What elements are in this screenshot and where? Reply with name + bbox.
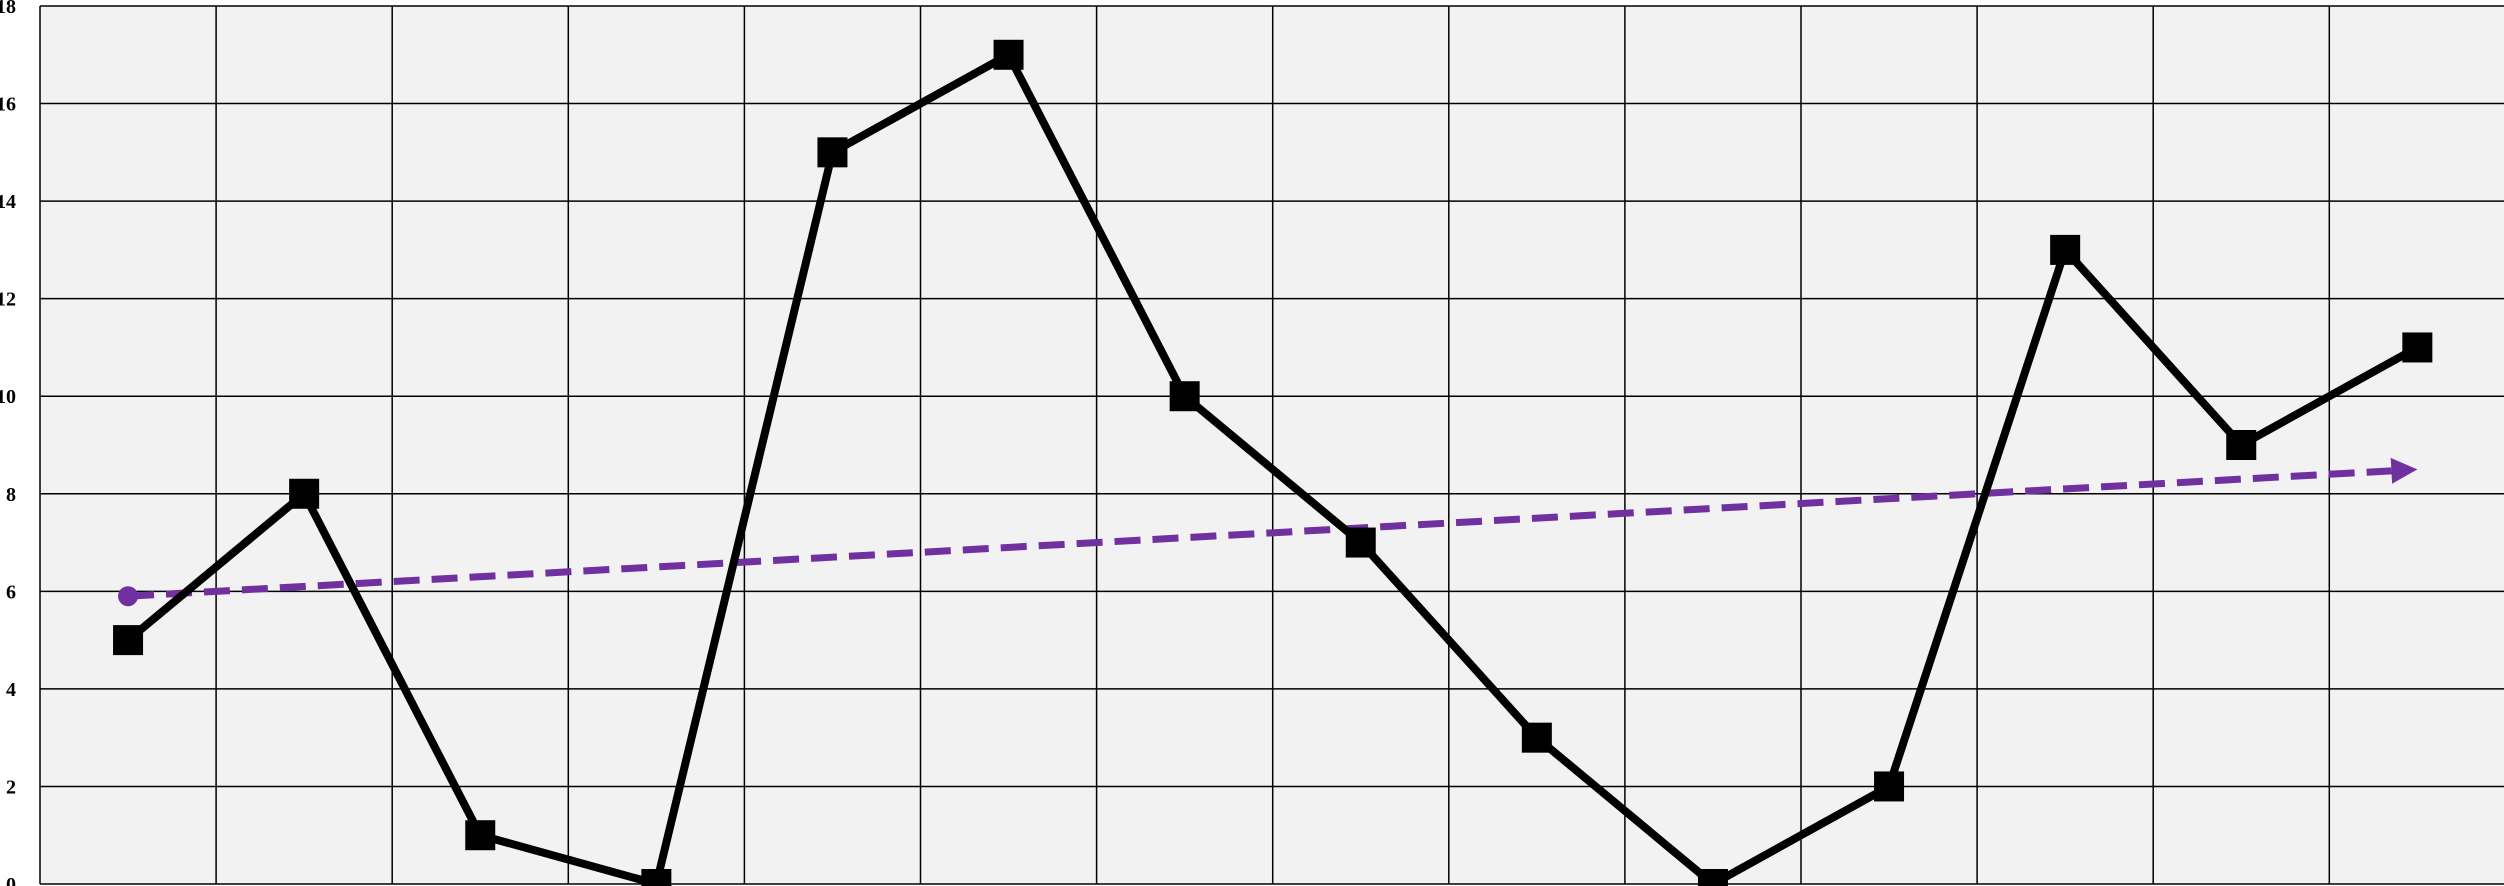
y-tick-label: 16 xyxy=(0,94,16,116)
grid xyxy=(39,5,2504,885)
data-point-marker xyxy=(817,137,848,168)
y-tick-label: 18 xyxy=(0,0,16,18)
data-point-marker xyxy=(2402,332,2433,363)
data-point-marker xyxy=(289,478,320,509)
data-point-marker xyxy=(993,39,1024,70)
data-point-marker xyxy=(1345,527,1376,558)
data-point-marker xyxy=(2226,430,2257,460)
data-point-marker xyxy=(465,820,496,851)
data-point-marker xyxy=(113,625,144,656)
series-group xyxy=(113,39,2433,886)
data-point-marker xyxy=(1697,869,1728,886)
y-tick-label: 2 xyxy=(6,776,16,798)
y-tick-label: 8 xyxy=(6,484,16,506)
data-point-marker xyxy=(1521,722,1552,753)
trend-arrow xyxy=(118,457,2418,607)
y-tick-label: 0 xyxy=(6,874,16,886)
series-line xyxy=(125,50,2420,886)
trend-start-marker xyxy=(118,586,139,607)
y-axis-tick-labels: 0 2 4 6 8 10 12 14 16 18 xyxy=(0,0,16,886)
y-tick-label: 4 xyxy=(6,679,16,701)
data-point-marker xyxy=(1874,771,1905,802)
y-tick-label: 6 xyxy=(6,581,16,603)
data-point-marker xyxy=(2050,234,2081,265)
data-point-marker xyxy=(1169,381,1200,412)
y-tick-label: 14 xyxy=(0,191,16,213)
data-point-marker xyxy=(641,869,672,886)
trend-arrow-head xyxy=(2390,457,2418,484)
y-tick-label: 12 xyxy=(0,289,16,311)
y-tick-label: 10 xyxy=(0,386,16,408)
